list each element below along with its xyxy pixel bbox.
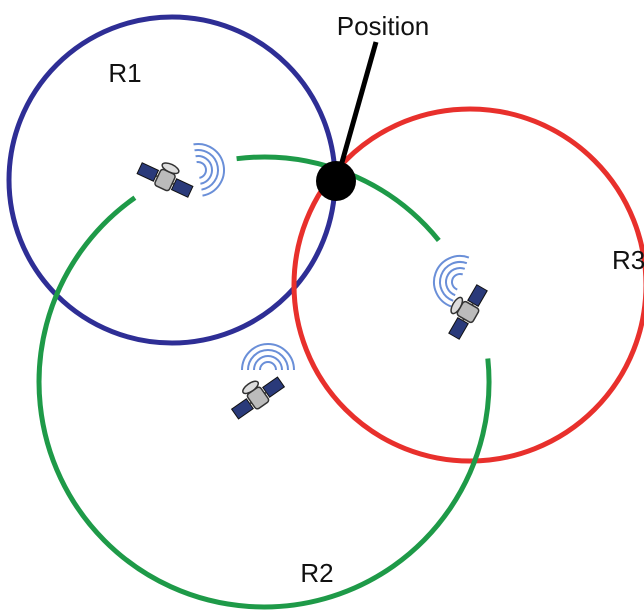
satellite-icon bbox=[225, 368, 286, 421]
r3-label: R3 bbox=[612, 245, 644, 275]
pointer-line bbox=[337, 42, 376, 180]
position-label: Position bbox=[337, 11, 430, 41]
diagram: Position R1 R2 R3 bbox=[0, 0, 644, 610]
r2-label: R2 bbox=[300, 558, 333, 588]
r1-label: R1 bbox=[108, 58, 141, 88]
position-dot bbox=[316, 161, 356, 201]
signal-icon bbox=[427, 249, 469, 307]
satellite-icon bbox=[136, 153, 198, 200]
signal-icon bbox=[242, 344, 294, 370]
circle-r3 bbox=[294, 109, 644, 461]
signal-icon bbox=[193, 140, 228, 196]
